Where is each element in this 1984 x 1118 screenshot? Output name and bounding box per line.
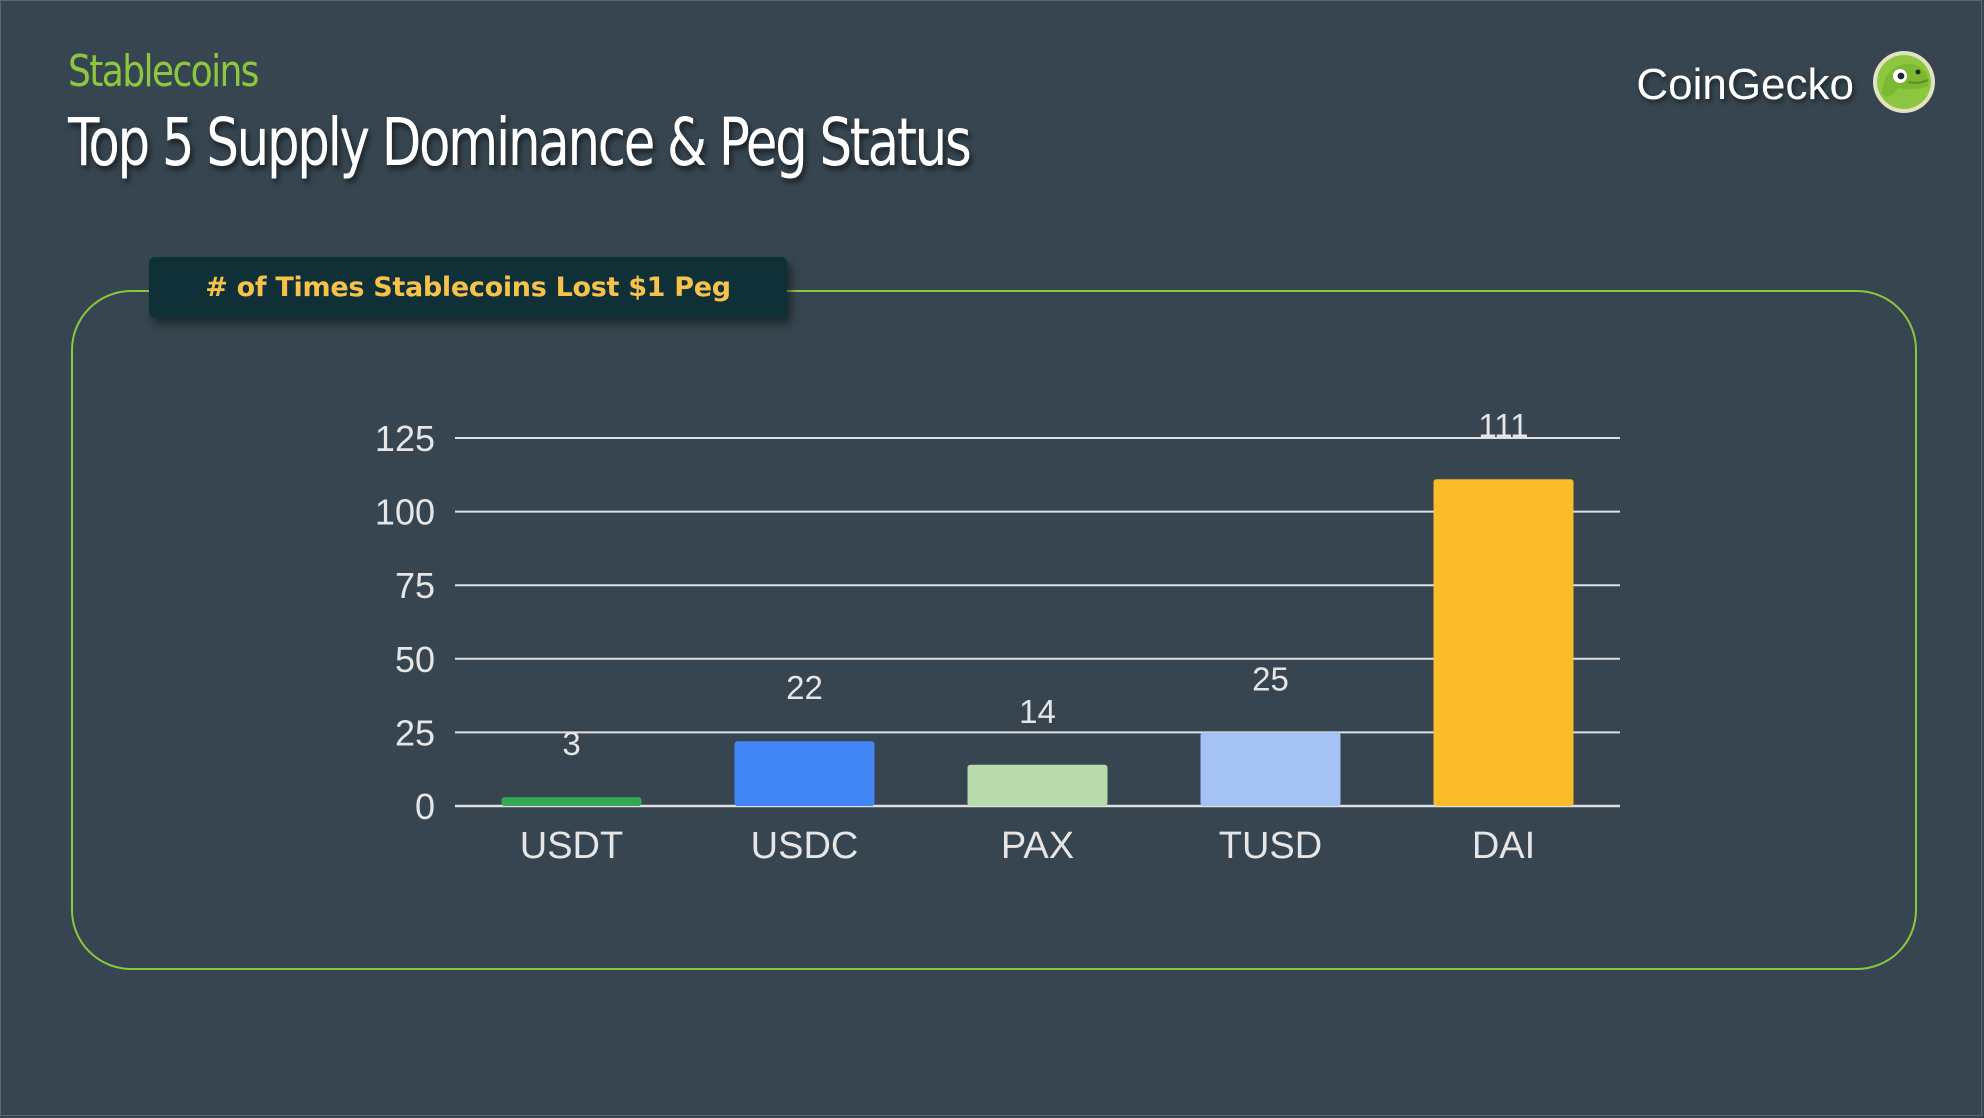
- bar-usdt: [501, 797, 642, 806]
- data-label: 3: [562, 725, 580, 762]
- bar-tusd: [1200, 732, 1341, 806]
- data-label: 111: [1478, 407, 1528, 444]
- bars: [501, 479, 1574, 806]
- brand-name: CoinGecko: [1636, 59, 1854, 109]
- bar-dai: [1433, 479, 1574, 806]
- y-axis-ticks: 0 25 50 75 100 125: [375, 418, 435, 827]
- gecko-logo-icon: [1872, 50, 1936, 119]
- y-tick-label: 100: [375, 492, 435, 533]
- x-axis-ticks: USDT USDC PAX TUSD DAI: [520, 825, 1535, 867]
- y-tick-label: 25: [395, 712, 435, 753]
- data-label: 14: [1019, 693, 1056, 730]
- page-title: Top 5 Supply Dominance & Peg Status: [68, 104, 972, 181]
- chart-panel: [71, 290, 1917, 970]
- x-tick-label: USDC: [751, 825, 859, 867]
- x-tick-label: USDT: [520, 825, 623, 867]
- chart-title: # of Times Stablecoins Lost $1 Peg: [205, 272, 731, 303]
- brand: CoinGecko: [1636, 50, 1936, 119]
- x-tick-label: DAI: [1472, 825, 1535, 867]
- y-tick-label: 50: [395, 639, 435, 680]
- data-labels: 3 22 14 25 111: [562, 407, 1528, 762]
- y-tick-label: 0: [415, 786, 435, 827]
- bar-pax: [967, 764, 1108, 806]
- data-label: 25: [1252, 660, 1289, 697]
- data-label: 22: [786, 669, 823, 706]
- chart-title-tab: # of Times Stablecoins Lost $1 Peg: [149, 257, 787, 318]
- section-eyebrow: Stablecoins: [68, 46, 259, 97]
- x-tick-label: PAX: [1001, 825, 1074, 867]
- bar-usdc: [734, 741, 875, 806]
- y-tick-label: 75: [395, 565, 435, 606]
- x-tick-label: TUSD: [1219, 825, 1322, 867]
- y-tick-label: 125: [375, 418, 435, 459]
- gridlines: [455, 437, 1620, 808]
